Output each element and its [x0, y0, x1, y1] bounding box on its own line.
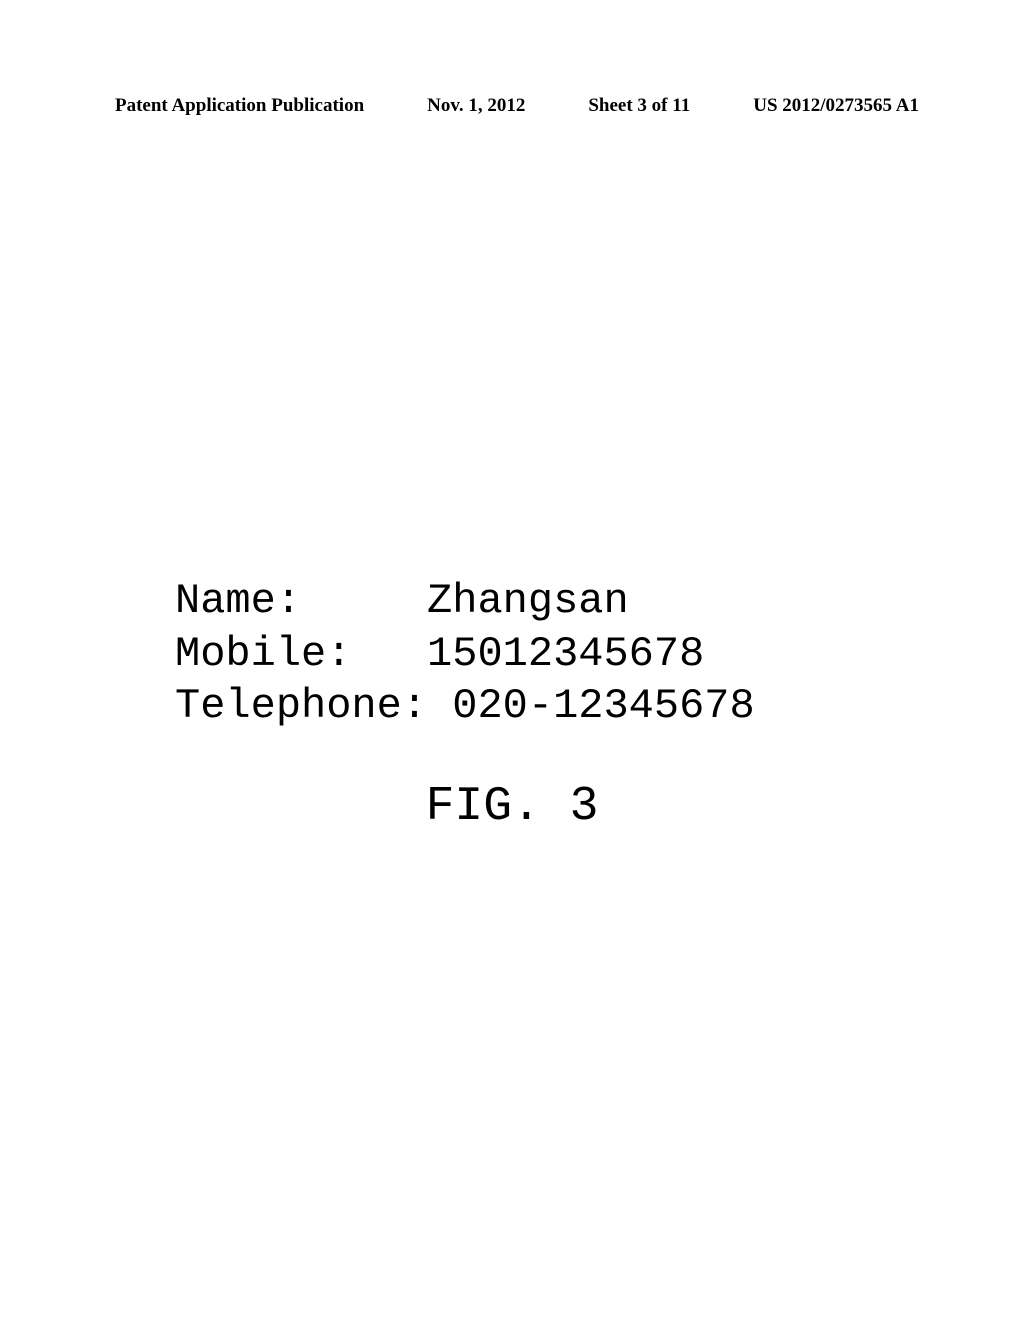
contact-row-telephone: Telephone: 020-12345678	[175, 680, 755, 733]
contact-info-block: Name: Zhangsan Mobile: 15012345678 Telep…	[175, 575, 755, 733]
telephone-value: 020-12345678	[427, 680, 755, 733]
sheet-info: Sheet 3 of 11	[588, 95, 690, 117]
mobile-label: Mobile:	[175, 628, 427, 681]
name-value: Zhangsan	[427, 575, 629, 628]
publication-number: US 2012/0273565 A1	[753, 95, 919, 117]
publication-type: Patent Application Publication	[115, 95, 364, 117]
mobile-value: 15012345678	[427, 628, 704, 681]
figure-label: FIG. 3	[0, 780, 1024, 834]
contact-row-name: Name: Zhangsan	[175, 575, 755, 628]
name-label: Name:	[175, 575, 427, 628]
telephone-label: Telephone:	[175, 680, 427, 733]
contact-row-mobile: Mobile: 15012345678	[175, 628, 755, 681]
patent-header: Patent Application Publication Nov. 1, 2…	[0, 95, 1024, 117]
publication-date: Nov. 1, 2012	[427, 95, 525, 117]
